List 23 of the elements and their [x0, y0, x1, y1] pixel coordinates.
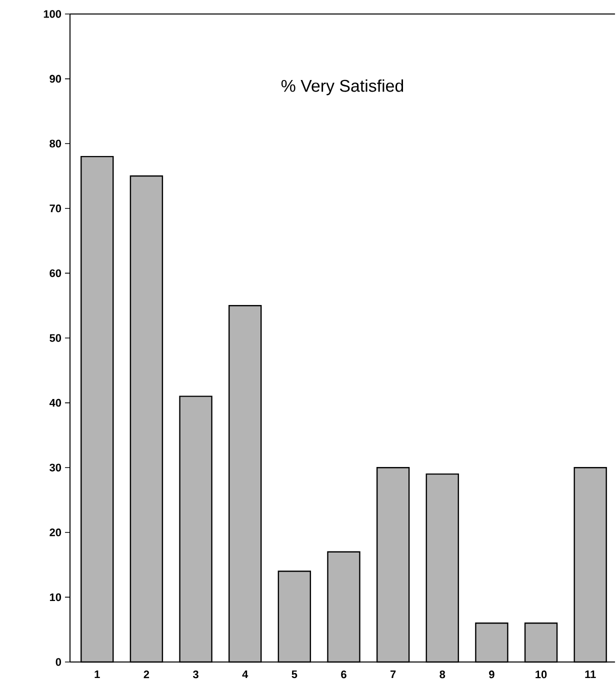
y-tick-label: 20: [50, 528, 62, 536]
y-tick-label: 50: [50, 334, 62, 342]
y-tick-label: 60: [50, 269, 62, 278]
x-tick-label: 10: [536, 670, 547, 678]
x-tick-label: 2: [144, 670, 150, 678]
x-tick-label: 6: [341, 670, 347, 678]
x-tick-label: 5: [292, 670, 298, 678]
y-tick-label: 70: [50, 204, 62, 212]
text: % Very Satisfied: [282, 79, 404, 96]
x-tick-label: 9: [489, 670, 495, 678]
y-tick-label: 100: [44, 10, 62, 18]
x-tick-label: 4: [242, 670, 248, 678]
y-tick-label: 90: [50, 74, 62, 83]
y-tick-label: 80: [50, 140, 62, 148]
x-tick-label: 7: [390, 670, 396, 678]
y-tick-label: 30: [50, 464, 62, 472]
y-tick-label: 0: [56, 658, 62, 666]
y-tick-label: 10: [50, 593, 62, 602]
x-tick-label: 3: [193, 670, 199, 678]
x-tick-label: 11: [585, 670, 596, 678]
y-tick-label: 40: [50, 398, 62, 407]
x-tick-label: 1: [95, 670, 100, 678]
x-tick-label: 8: [440, 670, 446, 678]
